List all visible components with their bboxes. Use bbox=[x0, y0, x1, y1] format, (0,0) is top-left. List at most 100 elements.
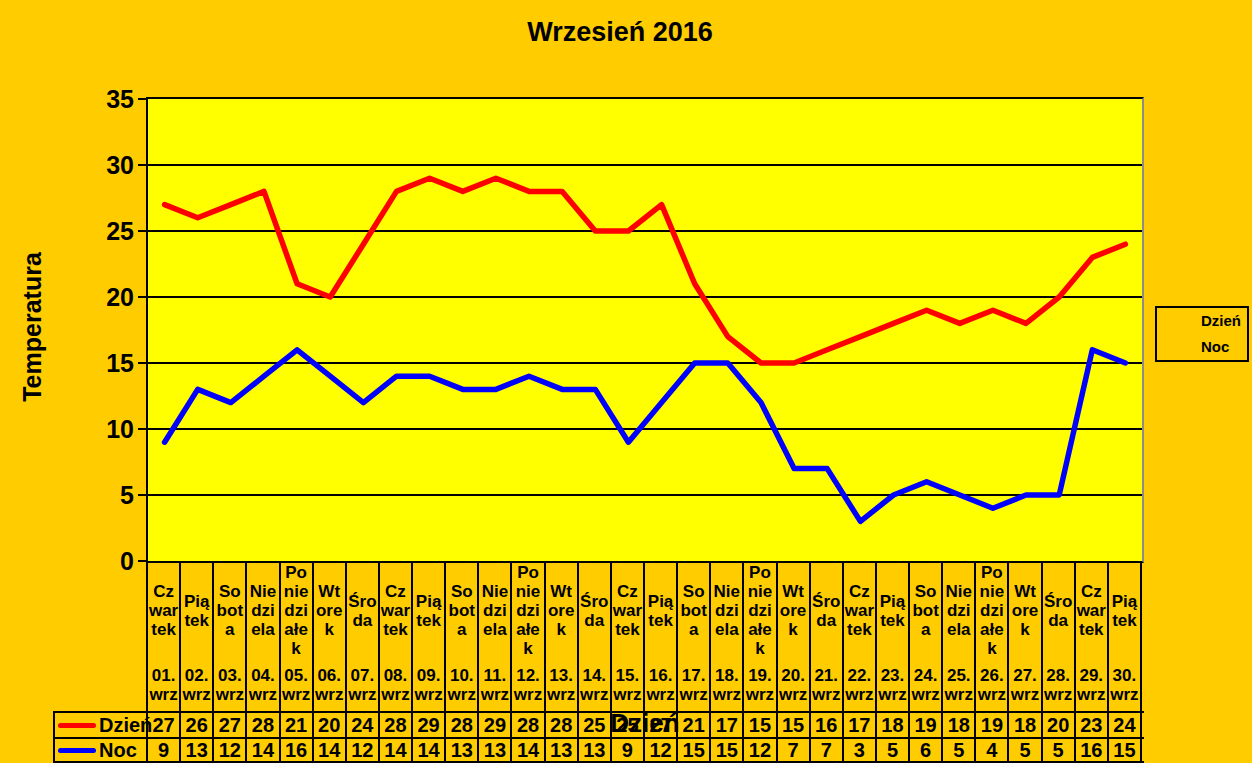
weekday-line: bot bbox=[449, 601, 475, 620]
date-line: 08. bbox=[384, 666, 408, 685]
weekday-line: ela bbox=[251, 620, 275, 639]
table-cell: 3 bbox=[844, 739, 875, 761]
category-date-label: 24.wrz bbox=[910, 658, 941, 711]
weekday-line: tek bbox=[151, 620, 176, 639]
weekday-line: k bbox=[788, 620, 797, 639]
date-line: 13. bbox=[549, 666, 573, 685]
weekday-line: war bbox=[845, 601, 874, 620]
category-date-label: 29.wrz bbox=[1076, 658, 1107, 711]
date-line: 14. bbox=[582, 666, 606, 685]
category-date-label: 15.wrz bbox=[612, 658, 643, 711]
y-tick-label: 5 bbox=[62, 479, 134, 511]
column-separator bbox=[279, 561, 281, 763]
weekday-line: war bbox=[1077, 601, 1106, 620]
weekday-line: ore bbox=[1012, 601, 1038, 620]
table-cell: 27 bbox=[148, 713, 179, 737]
table-cell: 15 bbox=[1109, 739, 1140, 761]
table-key-label: Noc bbox=[99, 739, 137, 762]
weekday-line: a bbox=[457, 620, 466, 639]
weekday-line: tek bbox=[184, 611, 209, 630]
line-series bbox=[148, 99, 1142, 561]
weekday-line: Pią bbox=[1112, 592, 1138, 611]
weekday-line: Pią bbox=[184, 592, 210, 611]
date-line: 10. bbox=[450, 666, 474, 685]
column-separator bbox=[742, 561, 744, 763]
date-line: wrz bbox=[613, 685, 641, 704]
column-separator bbox=[842, 561, 844, 763]
weekday-line: k bbox=[291, 639, 300, 658]
y-tick-mark bbox=[138, 362, 147, 364]
x-axis-title: Dzień bbox=[555, 708, 735, 738]
category-weekday-label: Czwartek bbox=[612, 563, 643, 658]
category-date-label: 20.wrz bbox=[778, 658, 809, 711]
weekday-line: tek bbox=[847, 620, 872, 639]
weekday-line: tek bbox=[1112, 611, 1137, 630]
table-cell: 12 bbox=[347, 739, 378, 761]
table-cell: 5 bbox=[1009, 739, 1040, 761]
date-line: 25. bbox=[947, 666, 971, 685]
category-date-label: 11.wrz bbox=[479, 658, 510, 711]
date-line: wrz bbox=[1011, 685, 1039, 704]
weekday-line: k bbox=[523, 639, 532, 658]
date-line: wrz bbox=[1077, 685, 1105, 704]
legend-swatch-noc-icon bbox=[1164, 345, 1199, 350]
category-date-label: 01.wrz bbox=[148, 658, 179, 711]
table-cell: 13 bbox=[181, 739, 212, 761]
date-line: wrz bbox=[878, 685, 906, 704]
date-line: 12. bbox=[516, 666, 540, 685]
date-line: wrz bbox=[381, 685, 409, 704]
y-tick-mark bbox=[138, 98, 147, 100]
weekday-line: nie bbox=[516, 582, 541, 601]
table-cell: 13 bbox=[446, 739, 477, 761]
category-weekday-label: Piątek bbox=[877, 563, 908, 658]
date-line: wrz bbox=[481, 685, 509, 704]
weekday-line: k bbox=[324, 620, 333, 639]
table-cell: 5 bbox=[877, 739, 908, 761]
legend-swatch-dzien-icon bbox=[1164, 319, 1199, 324]
category-weekday-label: Środa bbox=[347, 563, 378, 658]
weekday-line: ore bbox=[780, 601, 806, 620]
weekday-line: k bbox=[556, 620, 565, 639]
date-line: wrz bbox=[845, 685, 873, 704]
column-separator bbox=[1107, 561, 1109, 763]
weekday-line: Nie bbox=[714, 582, 740, 601]
date-line: wrz bbox=[249, 685, 277, 704]
column-separator bbox=[776, 561, 778, 763]
y-tick-label: 20 bbox=[62, 281, 134, 313]
weekday-line: So bbox=[915, 582, 937, 601]
weekday-line: a bbox=[225, 620, 234, 639]
weekday-line: da bbox=[1048, 611, 1068, 630]
y-tick-mark bbox=[138, 494, 147, 496]
table-cell: 18 bbox=[877, 713, 908, 737]
table-cell: 13 bbox=[579, 739, 610, 761]
category-weekday-label: Środa bbox=[1043, 563, 1074, 658]
category-weekday-label: Wtorek bbox=[314, 563, 345, 658]
column-separator bbox=[1074, 561, 1076, 763]
y-tick-mark bbox=[138, 164, 147, 166]
date-line: 19. bbox=[748, 666, 772, 685]
weekday-line: bot bbox=[912, 601, 938, 620]
category-date-label: 22.wrz bbox=[844, 658, 875, 711]
category-weekday-label: Poniedziałek bbox=[281, 563, 312, 658]
category-weekday-label: Poniedziałek bbox=[744, 563, 775, 658]
date-line: 06. bbox=[317, 666, 341, 685]
table-cell: 9 bbox=[148, 739, 179, 761]
weekday-line: Cz bbox=[617, 582, 638, 601]
category-date-label: 07.wrz bbox=[347, 658, 378, 711]
table-cell: 18 bbox=[1009, 713, 1040, 737]
table-cell: 14 bbox=[512, 739, 543, 761]
table-cell: 28 bbox=[446, 713, 477, 737]
weekday-line: ałe bbox=[284, 620, 308, 639]
date-line: wrz bbox=[978, 685, 1006, 704]
category-date-label: 27.wrz bbox=[1009, 658, 1040, 711]
date-line: wrz bbox=[183, 685, 211, 704]
weekday-line: Wt bbox=[1014, 582, 1036, 601]
category-date-label: 26.wrz bbox=[976, 658, 1007, 711]
weekday-line: Po bbox=[749, 563, 771, 582]
weekday-line: dzi bbox=[715, 601, 739, 620]
table-cell: 14 bbox=[413, 739, 444, 761]
date-line: wrz bbox=[779, 685, 807, 704]
weekday-line: Wt bbox=[318, 582, 340, 601]
table-cell: 19 bbox=[976, 713, 1007, 737]
weekday-line: ałe bbox=[980, 620, 1004, 639]
